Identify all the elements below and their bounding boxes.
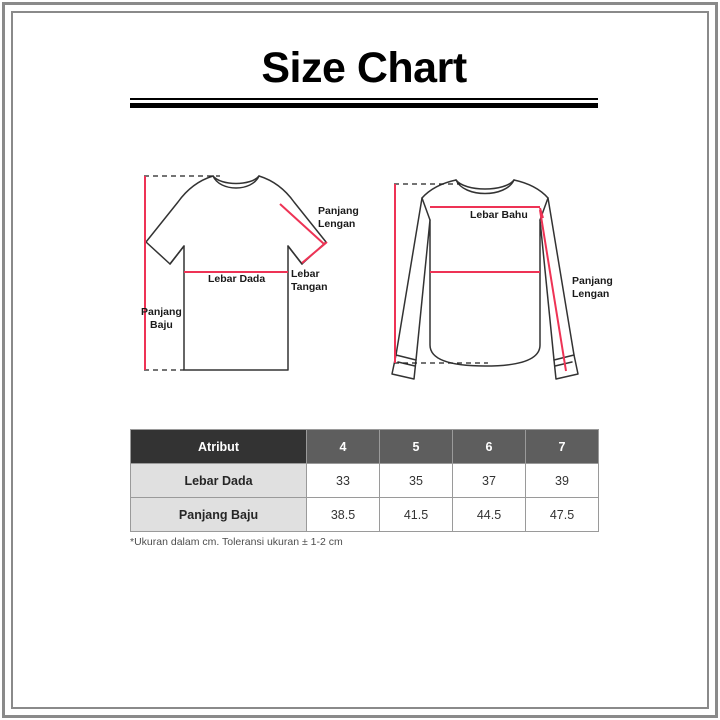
- short-sleeve-tee-diagram: [144, 175, 328, 371]
- size-table: Atribut 4 5 6 7 Lebar Dada 33 35 37 39 P…: [130, 429, 599, 532]
- label-line-2: Lengan: [572, 288, 610, 300]
- cell-lebar-dada-7: 39: [525, 463, 599, 498]
- row-label-panjang-baju: Panjang Baju: [130, 497, 307, 532]
- row-label-lebar-dada: Lebar Dada: [130, 463, 307, 498]
- label-line-1: Panjang: [572, 275, 613, 287]
- cell-panjang-baju-5: 41.5: [379, 497, 453, 532]
- label-line-2: Tangan: [291, 281, 328, 293]
- label-line-1: Panjang: [141, 306, 182, 318]
- table-header-attribut: Atribut: [130, 429, 307, 464]
- table-header-size-5: 5: [379, 429, 453, 464]
- table-note: *Ukuran dalam cm. Toleransi ukuran ± 1-2…: [130, 536, 343, 548]
- label-tee-chest-width: Lebar Dada: [208, 273, 266, 285]
- title-rule-thick: [130, 103, 598, 108]
- inner-border-frame: [11, 11, 709, 709]
- table-header-row: Atribut 4 5 6 7: [130, 429, 599, 464]
- table-header-size-7: 7: [525, 429, 599, 464]
- cell-panjang-baju-7: 47.5: [525, 497, 599, 532]
- table-row: Panjang Baju 38.5 41.5 44.5 47.5: [130, 497, 599, 532]
- cell-panjang-baju-6: 44.5: [452, 497, 526, 532]
- table-header-size-4: 4: [306, 429, 380, 464]
- table-header-size-6: 6: [452, 429, 526, 464]
- label-line-2: Lengan: [318, 218, 356, 230]
- cell-lebar-dada-4: 33: [306, 463, 380, 498]
- measure-tick-shoulder: [539, 207, 544, 219]
- cell-lebar-dada-5: 35: [379, 463, 453, 498]
- table-row: Lebar Dada 33 35 37 39: [130, 463, 599, 498]
- long-sleeve-shirt-diagram: [391, 179, 579, 380]
- label-line-1: Panjang: [318, 205, 359, 217]
- label-line-2: Baju: [150, 319, 173, 331]
- measure-line-sleeve-length: [539, 209, 567, 372]
- page-title: Size Chart: [261, 44, 467, 92]
- cell-lebar-dada-6: 37: [452, 463, 526, 498]
- measure-line-cuff-width: [301, 241, 328, 264]
- label-line-1: Lebar: [291, 268, 320, 280]
- label-tee-sleeve-length: Panjang Lengan: [318, 205, 359, 231]
- label-long-sleeve-length: Panjang Lengan: [572, 275, 613, 301]
- label-tee-cuff-width: Lebar Tangan: [291, 268, 328, 294]
- measure-line-sleeve-length: [279, 203, 325, 245]
- label-long-shoulder-width: Lebar Bahu: [470, 209, 528, 221]
- cell-panjang-baju-4: 38.5: [306, 497, 380, 532]
- label-tee-body-length: Panjang Baju: [141, 306, 182, 332]
- title-rule-thin: [130, 98, 598, 100]
